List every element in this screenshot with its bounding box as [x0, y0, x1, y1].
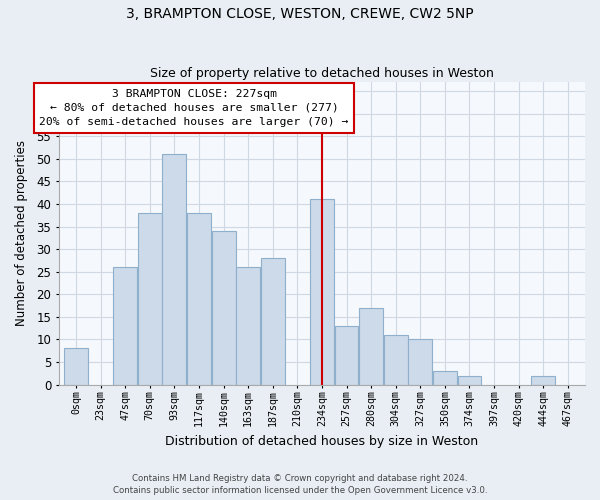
Bar — [384, 335, 407, 384]
Bar — [163, 154, 187, 384]
Text: 3, BRAMPTON CLOSE, WESTON, CREWE, CW2 5NP: 3, BRAMPTON CLOSE, WESTON, CREWE, CW2 5N… — [126, 8, 474, 22]
Title: Size of property relative to detached houses in Weston: Size of property relative to detached ho… — [150, 66, 494, 80]
Bar — [64, 348, 88, 384]
Text: 3 BRAMPTON CLOSE: 227sqm
← 80% of detached houses are smaller (277)
20% of semi-: 3 BRAMPTON CLOSE: 227sqm ← 80% of detach… — [40, 89, 349, 127]
Bar — [335, 326, 358, 384]
Bar — [310, 200, 334, 384]
Bar — [359, 308, 383, 384]
Bar — [531, 376, 555, 384]
Bar — [212, 231, 236, 384]
Bar — [236, 267, 260, 384]
X-axis label: Distribution of detached houses by size in Weston: Distribution of detached houses by size … — [166, 434, 478, 448]
Text: Contains HM Land Registry data © Crown copyright and database right 2024.
Contai: Contains HM Land Registry data © Crown c… — [113, 474, 487, 495]
Bar — [261, 258, 284, 384]
Bar — [458, 376, 481, 384]
Bar — [433, 371, 457, 384]
Bar — [409, 340, 432, 384]
Bar — [113, 267, 137, 384]
Bar — [138, 213, 162, 384]
Y-axis label: Number of detached properties: Number of detached properties — [15, 140, 28, 326]
Bar — [187, 213, 211, 384]
